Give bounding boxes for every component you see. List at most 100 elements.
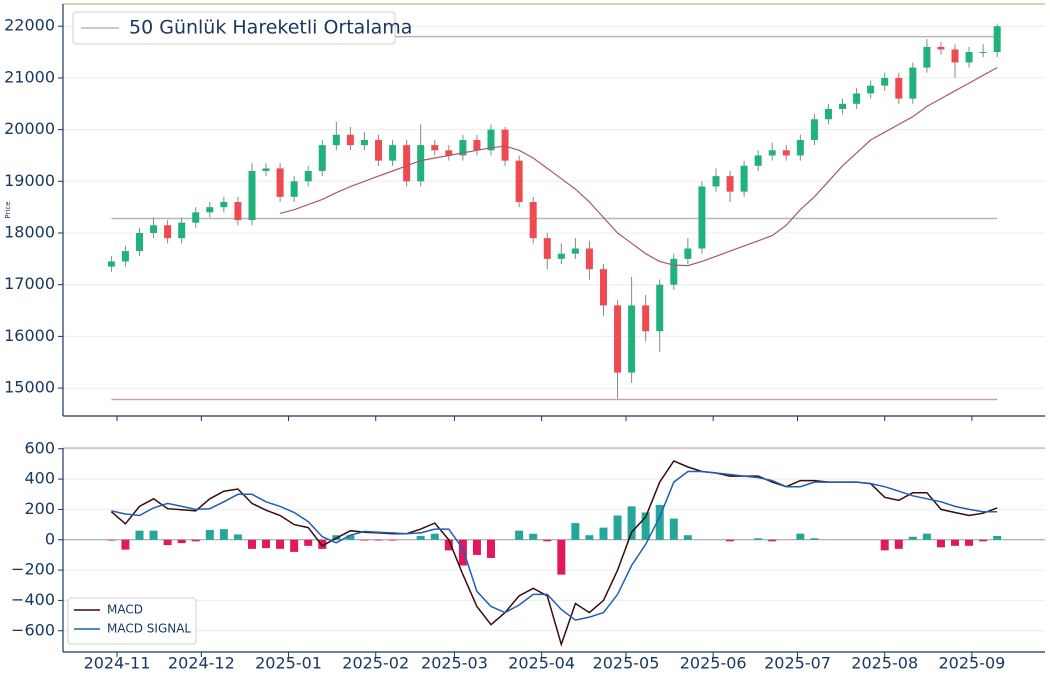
histogram-bar (641, 512, 650, 540)
histogram-bar (599, 527, 608, 540)
candle-body (895, 77, 903, 99)
histogram-bar (191, 539, 200, 542)
y-tick-label: 0 (45, 529, 55, 548)
histogram-bar (655, 504, 664, 540)
histogram-bar (346, 535, 355, 540)
candle-body (951, 49, 959, 63)
histogram-bar (163, 539, 172, 546)
candle-body (417, 145, 425, 182)
x-tick-label: 2025-07 (764, 654, 831, 673)
histogram-bar (247, 539, 256, 549)
candle-body (585, 248, 593, 270)
candle-body (135, 233, 143, 252)
histogram-bar (810, 538, 819, 540)
histogram-bar (613, 515, 622, 540)
x-tick-label: 2025-04 (508, 654, 575, 673)
candle-body (909, 67, 917, 99)
candle-body (979, 52, 987, 54)
histogram-bar (754, 538, 763, 540)
candle-body (529, 201, 537, 239)
candle-body (164, 225, 172, 239)
histogram-bar (557, 539, 566, 575)
histogram-bar (472, 539, 481, 555)
candle-body (796, 139, 804, 156)
histogram-bar (219, 529, 228, 540)
y-tick-label: 600 (24, 438, 55, 457)
macd-line (110, 459, 998, 647)
candle-body (389, 145, 397, 161)
legend: 50 Günlük Hareketli Ortalama (72, 11, 412, 45)
candle-body (234, 201, 242, 221)
candle-body (768, 150, 776, 156)
histogram-bar (908, 536, 917, 540)
histogram-bar (894, 539, 903, 549)
y-tick-label: 22000 (4, 16, 55, 35)
x-tick-label: 2025-06 (680, 654, 747, 673)
candle-body (178, 222, 186, 239)
histogram-bar (768, 539, 777, 542)
candle-body (206, 207, 214, 213)
histogram-bar (683, 535, 692, 540)
candle-body (192, 212, 200, 223)
histogram-bar (318, 539, 327, 549)
histogram-bar (416, 535, 425, 540)
histogram-bar (571, 523, 580, 540)
candle-body (515, 160, 523, 202)
histogram-bar (585, 535, 594, 540)
candle-body (867, 85, 875, 94)
candle-body (318, 145, 326, 171)
histogram-bar (290, 539, 299, 552)
candle-body (923, 46, 931, 68)
x-tick-label: 2025-05 (593, 654, 660, 673)
histogram-bar (993, 535, 1002, 540)
candle-body (993, 26, 1001, 53)
candle-body (726, 176, 734, 192)
y-axis-label: Price (4, 201, 12, 218)
candle-body (712, 176, 720, 187)
histogram-bar (107, 539, 116, 541)
histogram-bar (880, 539, 889, 551)
histogram-bar (965, 539, 974, 546)
y-tick-label: 200 (24, 499, 55, 518)
histogram-bar (979, 539, 988, 542)
histogram-bar (669, 518, 678, 540)
candle-body (431, 145, 439, 151)
y-tick-label: 18000 (4, 223, 55, 242)
candle-body (937, 46, 945, 50)
x-tick-label: 2024-12 (168, 654, 235, 673)
candle-body (290, 181, 298, 197)
histogram-bar (936, 539, 945, 548)
candle-body (445, 150, 453, 156)
histogram-bar (304, 539, 313, 546)
legend-box (72, 11, 396, 45)
candle-body (754, 155, 762, 166)
x-tick-label: 2025-08 (851, 654, 918, 673)
candle-body (684, 248, 692, 259)
candle-body (487, 129, 495, 151)
histogram-bar (922, 533, 931, 540)
candle-body (698, 186, 706, 249)
histogram-bar (360, 539, 369, 541)
histogram-bar (444, 539, 453, 551)
legend-label: 50 Günlük Hareketli Ortalama (129, 17, 412, 39)
candle-body (824, 108, 832, 120)
y-tick-label: −400 (11, 590, 55, 609)
histogram-bar (276, 539, 285, 549)
legend-label: MACD SIGNAL (107, 622, 191, 636)
histogram-bar (487, 539, 496, 558)
y-tick-label: 16000 (4, 326, 55, 345)
histogram-bar (374, 539, 383, 541)
candle-body (670, 258, 678, 285)
candle-body (459, 139, 467, 156)
x-tick-label: 2025-01 (255, 654, 322, 673)
candle-body (557, 253, 565, 259)
candle-body (881, 77, 889, 86)
candle-body (965, 52, 973, 63)
candle-body (304, 170, 312, 182)
candle-body (571, 248, 579, 254)
histogram-bar (627, 506, 636, 540)
x-tick-label: 2025-09 (938, 654, 1005, 673)
candle-body (276, 168, 284, 197)
moving-average-line (279, 67, 998, 267)
